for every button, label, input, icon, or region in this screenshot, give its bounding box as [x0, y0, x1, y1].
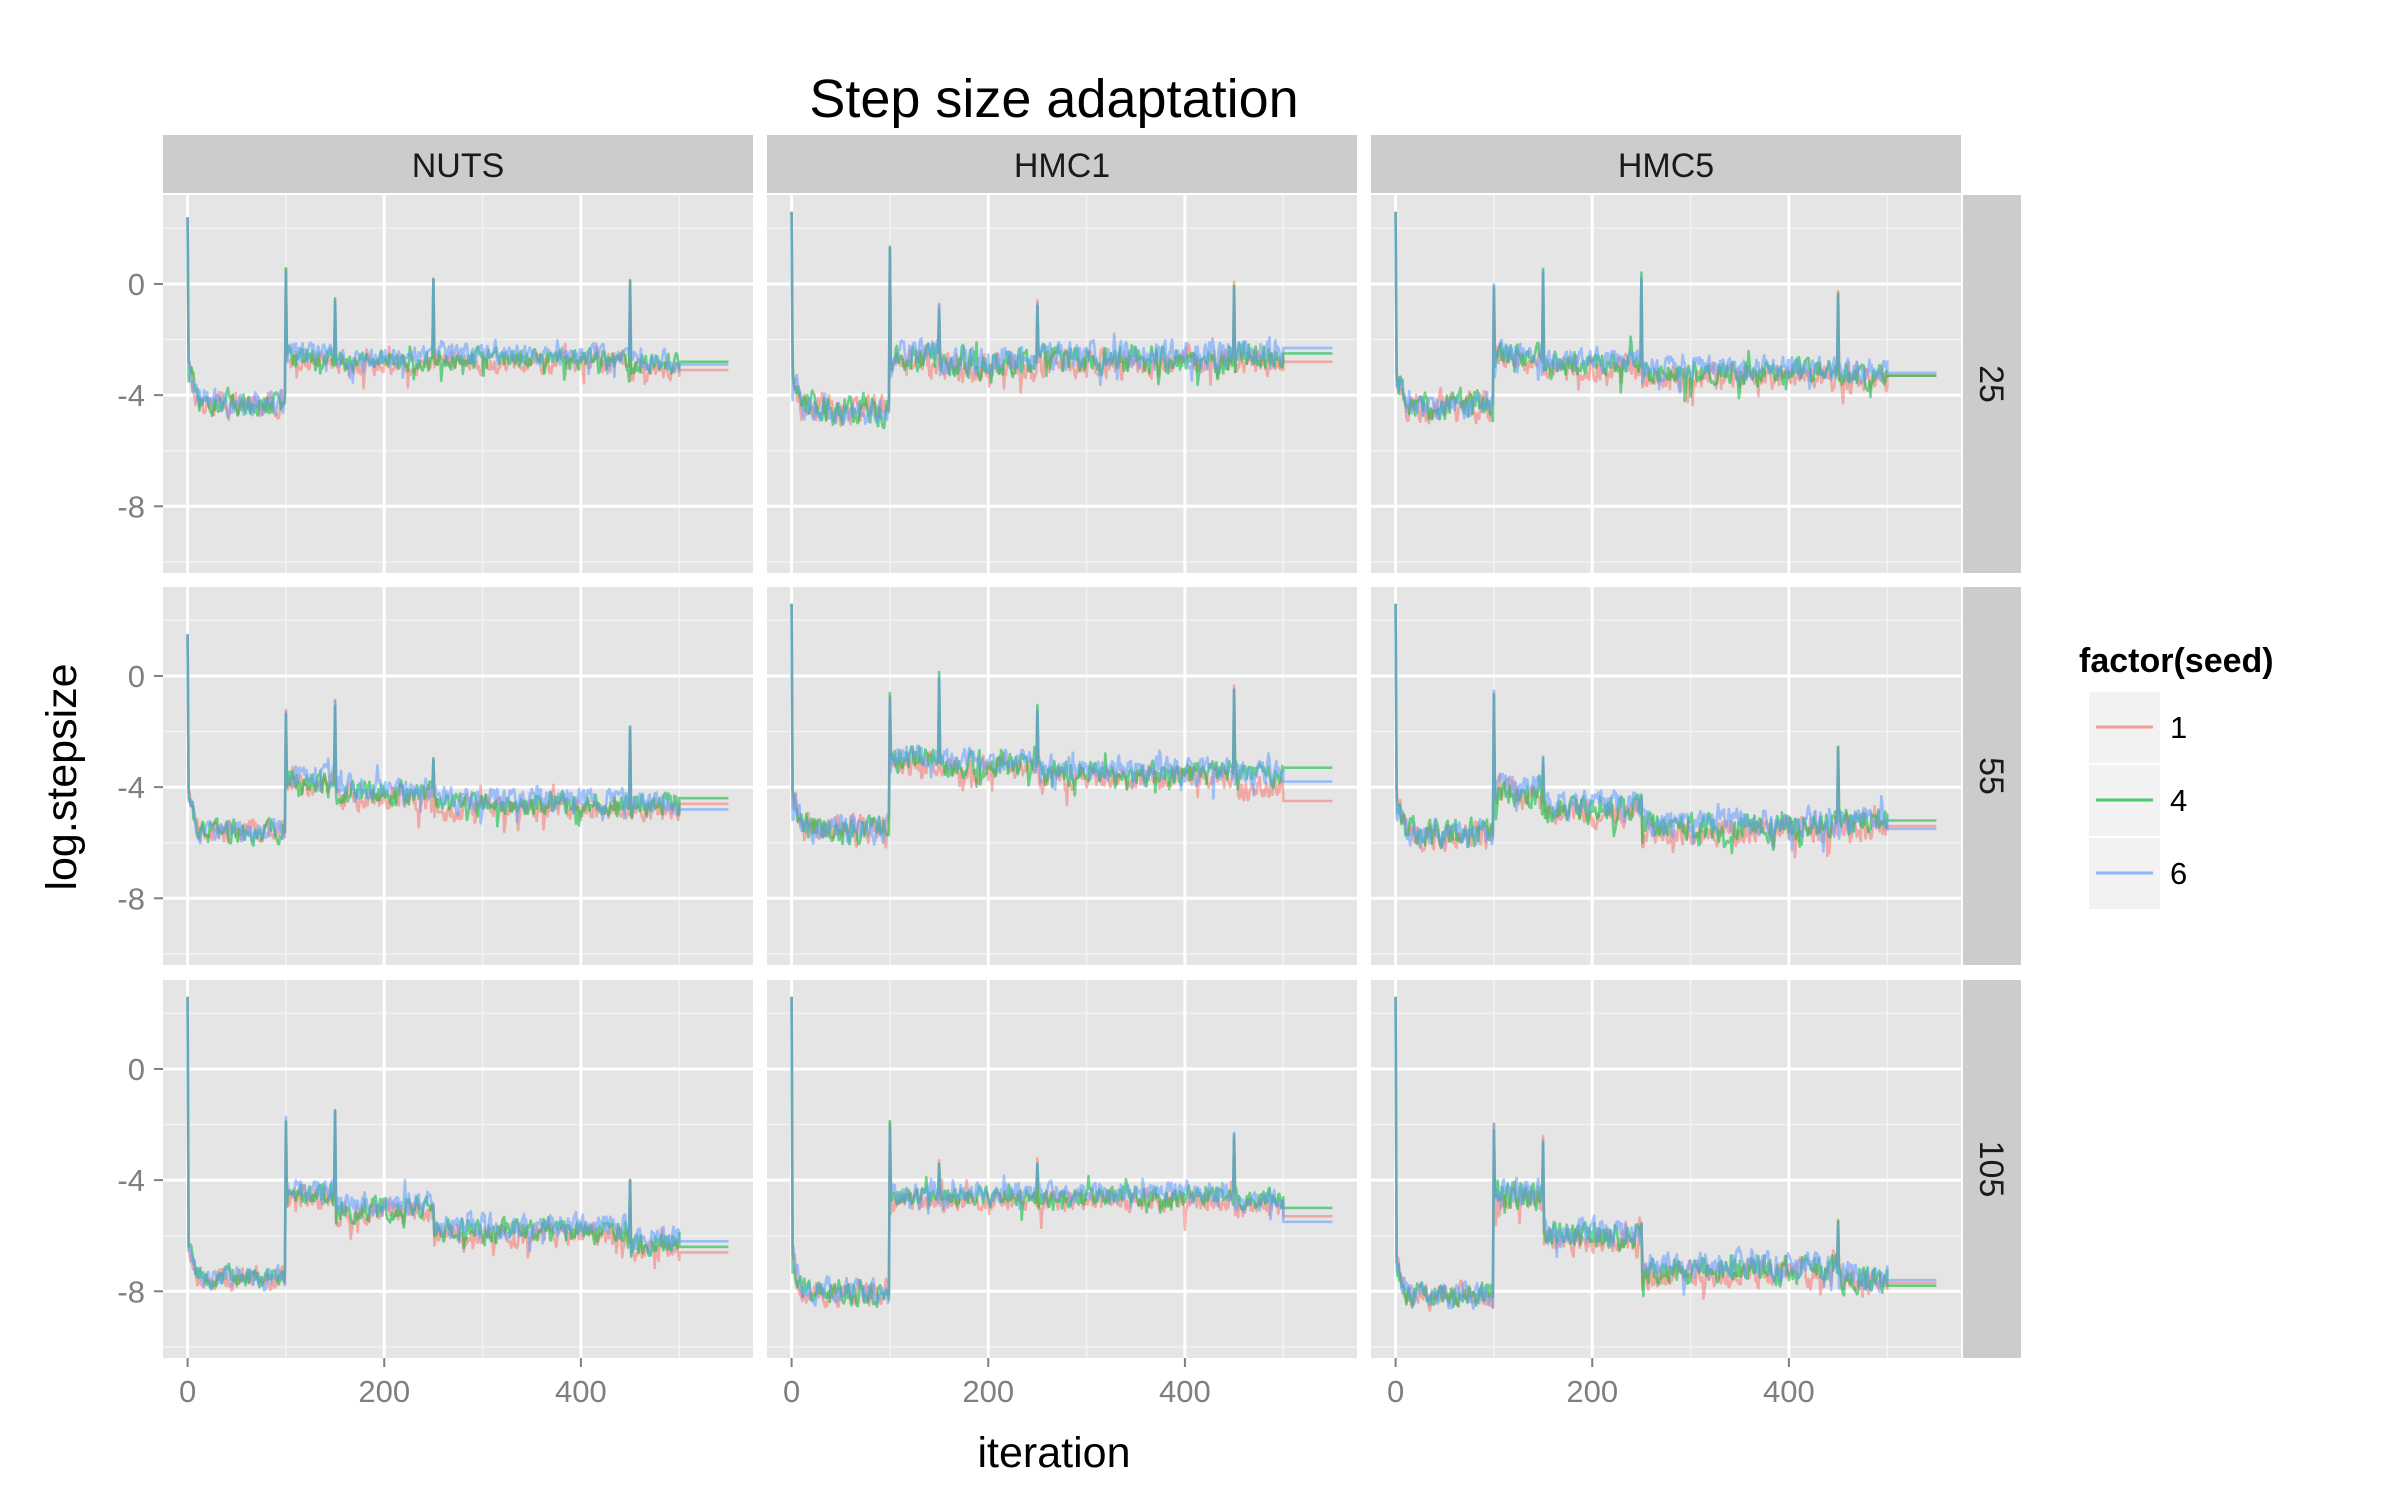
panel-background [767, 587, 1357, 965]
panel-background [163, 587, 753, 965]
panel-hmc1-25 [767, 195, 1357, 573]
strip-bg-seed-25 [1963, 195, 2021, 573]
strip-bg-nuts [163, 135, 753, 193]
series-lines [790, 603, 1333, 849]
row-strip-label: 25 [1972, 365, 2010, 403]
series-line-seed-6 [790, 211, 1333, 426]
column-strip-label: HMC1 [1014, 147, 1110, 185]
x-tick-label: 400 [555, 1374, 607, 1409]
panel-nuts-25: 0 -4 -8 [117, 195, 753, 573]
x-tick-label: 400 [1763, 1374, 1815, 1409]
panel-nuts-55: 0 -4 -8 [117, 587, 753, 965]
legend-label: 4 [2170, 783, 2187, 818]
row-strip-label: 105 [1972, 1141, 2010, 1198]
series-line-seed-6 [1394, 603, 1937, 853]
panel-background [163, 980, 753, 1358]
series-lines [1394, 603, 1937, 859]
y-tick-label: -8 [117, 1274, 145, 1309]
y-tick-label: 0 [128, 1052, 145, 1087]
legend-title: factor(seed) [2079, 642, 2274, 680]
series-line-seed-6 [186, 217, 729, 419]
panel-hmc5-105: 0 200 400 [1371, 980, 1961, 1409]
series-lines [186, 217, 729, 421]
series-lines [790, 996, 1333, 1309]
panel-hmc5-55 [1371, 587, 1961, 965]
legend-label: 6 [2170, 856, 2187, 891]
facet-panels: NUTS HMC1 HMC5 25 55 105 0 -4 -8 0 -4 -8 0 -4 -8 0 200 40… [117, 135, 2021, 1409]
series-lines [186, 996, 729, 1292]
series-line-seed-1 [790, 603, 1333, 849]
column-strip-label: NUTS [412, 147, 505, 185]
x-tick-label: 0 [1387, 1374, 1404, 1409]
x-tick-label: 0 [179, 1374, 196, 1409]
legend: factor(seed) 1 4 6 [2079, 642, 2274, 909]
strip-bg-hmc1 [767, 135, 1357, 193]
column-strip-label: HMC5 [1618, 147, 1714, 185]
panel-nuts-105: 0 -4 -8 0 200 400 [117, 980, 753, 1409]
panel-background [767, 195, 1357, 573]
panel-background [163, 195, 753, 573]
y-tick-label: -4 [117, 770, 145, 805]
legend-label: 1 [2170, 710, 2187, 745]
y-axis-title: log.stepsize [38, 663, 86, 890]
panel-hmc5-25 [1371, 195, 1961, 573]
strip-bg-seed-55 [1963, 587, 2021, 965]
series-line-seed-6 [1394, 211, 1937, 421]
x-tick-label: 200 [358, 1374, 410, 1409]
y-tick-label: -4 [117, 378, 145, 413]
series-line-seed-4 [790, 996, 1333, 1308]
y-tick-label: -8 [117, 881, 145, 916]
x-tick-label: 200 [962, 1374, 1014, 1409]
panel-hmc1-105: 0 200 400 [767, 980, 1357, 1409]
strip-bg-seed-105 [1963, 980, 2021, 1358]
series-line-seed-6 [790, 603, 1333, 846]
x-tick-label: 0 [783, 1374, 800, 1409]
series-line-seed-6 [186, 996, 729, 1292]
y-tick-label: -8 [117, 489, 145, 524]
series-lines [1394, 996, 1937, 1312]
y-tick-label: 0 [128, 267, 145, 302]
series-lines [186, 634, 729, 847]
series-lines [790, 211, 1333, 430]
y-tick-label: -4 [117, 1163, 145, 1198]
series-lines [1394, 211, 1937, 425]
chart-title: Step size adaptation [809, 69, 1298, 129]
series-line-seed-6 [186, 634, 729, 845]
panel-background [1371, 587, 1961, 965]
strip-bg-hmc5 [1371, 135, 1961, 193]
row-strip-label: 55 [1972, 757, 2010, 795]
series-line-seed-6 [1394, 996, 1937, 1310]
x-axis-title: iteration [978, 1429, 1131, 1477]
x-tick-label: 200 [1566, 1374, 1618, 1409]
series-line-seed-4 [186, 634, 729, 847]
y-tick-label: 0 [128, 659, 145, 694]
series-line-seed-6 [790, 996, 1333, 1307]
x-tick-label: 400 [1159, 1374, 1211, 1409]
series-line-seed-1 [790, 211, 1333, 427]
panel-hmc1-55 [767, 587, 1357, 965]
